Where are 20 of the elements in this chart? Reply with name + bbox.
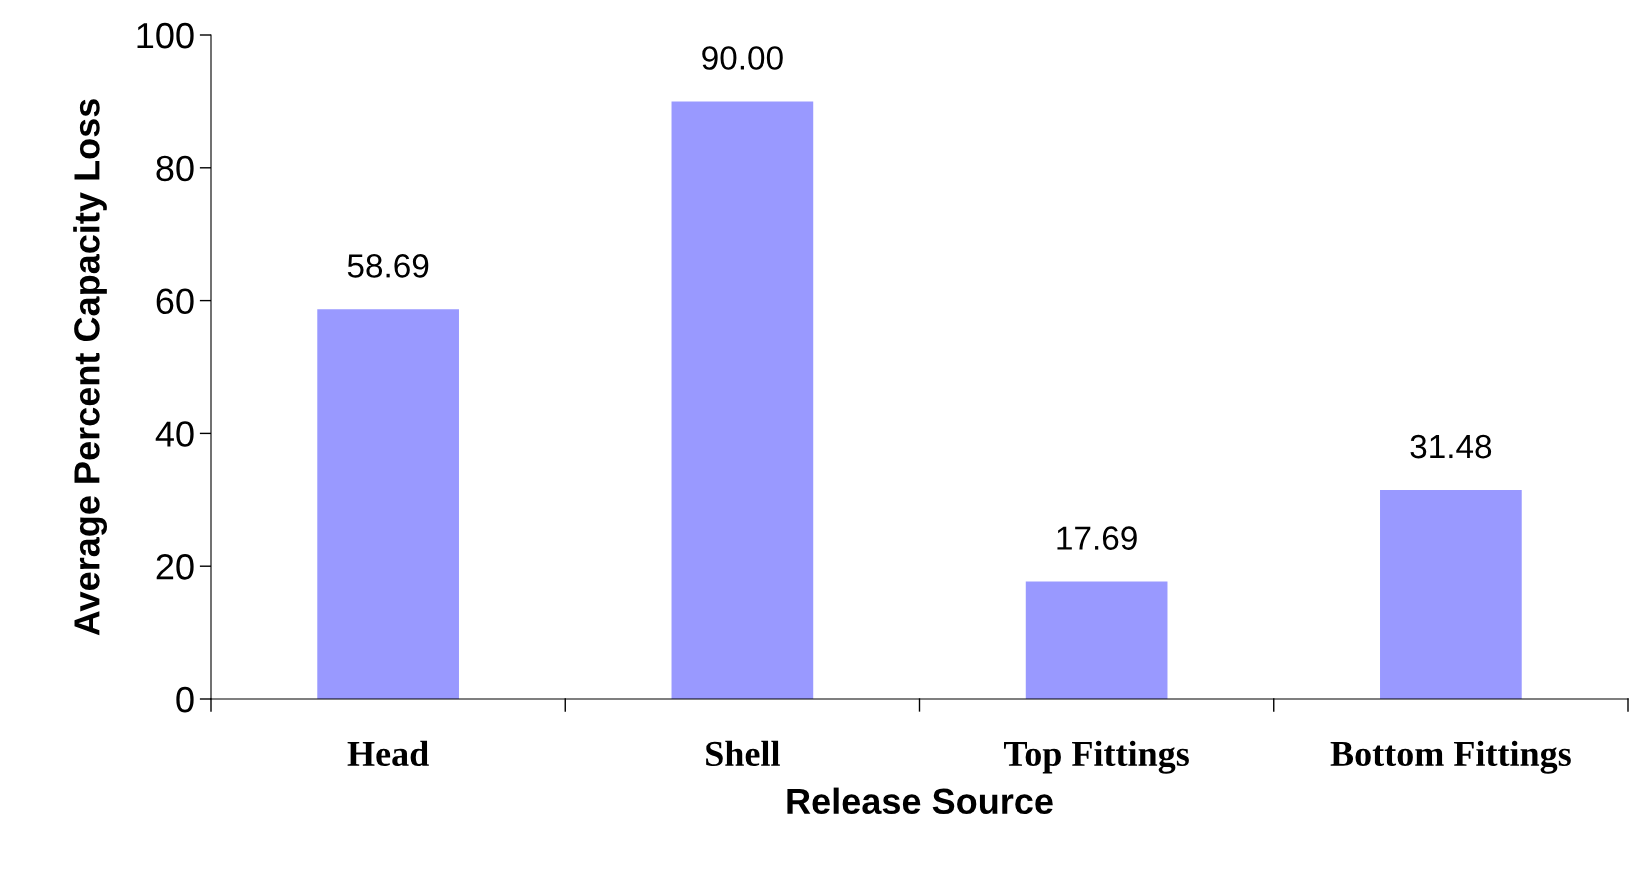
bar	[671, 101, 814, 699]
y-tick-label: 40	[155, 421, 194, 447]
bar	[1025, 581, 1168, 699]
data-label: 17.69	[1057, 526, 1137, 550]
y-axis-title: Average Percent Capacity Loss	[73, 99, 108, 636]
bar	[1380, 489, 1522, 699]
y-tick-label: 0	[176, 686, 194, 713]
x-tick-label: Shell	[706, 740, 780, 767]
x-axis-title: Release Source	[787, 787, 1053, 815]
x-tick-label: Bottom Fittings	[1330, 740, 1571, 774]
bar	[317, 309, 459, 699]
x-tick-label: Top Fittings	[1004, 740, 1189, 774]
data-label: 58.69	[347, 254, 429, 278]
y-tick-label: 60	[156, 288, 194, 315]
data-label: 90.00	[702, 46, 783, 70]
x-tick-label: Head	[347, 740, 429, 767]
y-tick-label: 20	[156, 554, 194, 580]
y-tick-label: 100	[137, 22, 194, 49]
data-label: 31.48	[1410, 434, 1492, 459]
y-tick-label: 80	[156, 155, 194, 182]
